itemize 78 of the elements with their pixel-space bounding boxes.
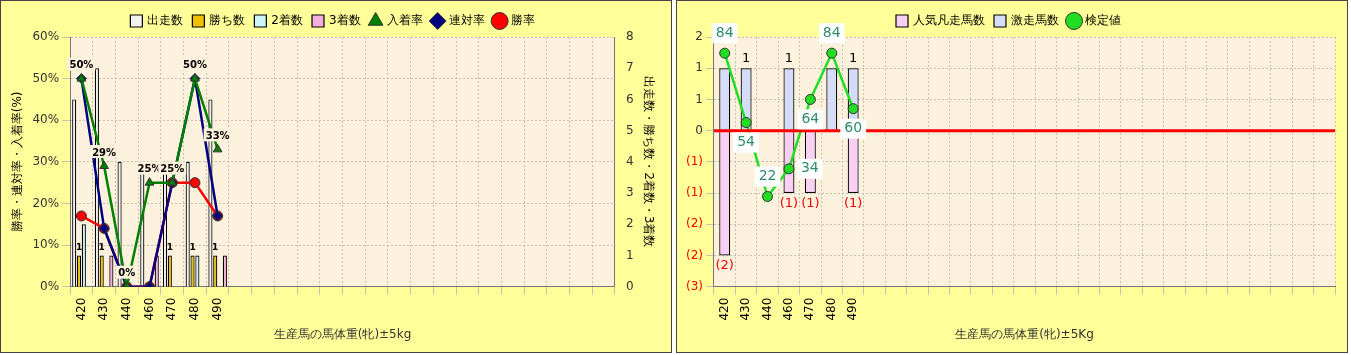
x-tick-label: 420 (73, 297, 88, 321)
x-tick-label: 440 (118, 297, 133, 321)
legend-label: 勝率 (510, 13, 535, 28)
y-tick-label: 50% (32, 70, 60, 85)
data-label: 1 (741, 50, 751, 66)
y-tick-label: (1) (686, 185, 703, 200)
data-label: 84 (822, 23, 841, 40)
y-tick-label: 30% (32, 153, 60, 168)
y2-tick-label: 8 (625, 29, 634, 44)
y2-tick-label: 1 (625, 247, 634, 262)
data-label: (1) (843, 194, 863, 210)
y-tick-label: 0% (40, 278, 60, 293)
data-label: 1 (75, 242, 83, 253)
data-label: 1 (189, 242, 196, 253)
y2-tick-label: 5 (625, 122, 634, 137)
x-tick-label: 490 (209, 297, 224, 321)
x-tick-label: 480 (187, 297, 202, 321)
data-label: (1) (779, 194, 799, 210)
x-tick-label: 470 (802, 297, 817, 321)
y-tick-label: 20% (32, 195, 60, 210)
data-label: 34 (800, 159, 819, 176)
y2-tick-label: 4 (625, 153, 634, 168)
data-label: 1 (166, 242, 173, 253)
data-label: 1 (784, 50, 794, 66)
data-label: 0% (118, 267, 136, 279)
data-label: 29% (92, 146, 117, 158)
y-tick-label: 2 (695, 29, 703, 44)
data-label: 84 (715, 23, 734, 40)
y-tick-label: (2) (686, 247, 703, 262)
y-axis-title: 勝率・連対率・入着率(%) (10, 91, 25, 233)
legend-label: 3着数 (329, 13, 361, 28)
legend-label: 人気凡走馬数 (913, 13, 985, 28)
data-label: (2) (715, 257, 734, 273)
data-label: 1 (98, 242, 105, 253)
y-tick-label: 60% (32, 29, 60, 44)
x-tick-label: 460 (781, 297, 796, 321)
legend-label: 勝ち数 (209, 13, 246, 28)
x-tick-label: 460 (141, 297, 156, 321)
y-tick-label: 1 (695, 91, 703, 106)
y-tick-label: (2) (686, 216, 703, 231)
data-label: 22 (758, 167, 777, 184)
y2-tick-label: 6 (625, 91, 634, 106)
data-label: 50% (182, 59, 207, 71)
x-tick-label: 430 (738, 297, 753, 321)
legend-label: 激走馬数 (1011, 13, 1059, 28)
data-label: 33% (205, 129, 230, 141)
data-label: 60 (844, 119, 863, 136)
data-label: 1 (849, 50, 858, 66)
y-tick-label: 1 (695, 60, 703, 75)
data-label: 54 (737, 133, 756, 150)
x-axis-title: 生産馬の馬体重(牝)±5kg (273, 326, 412, 341)
y-tick-label: 0 (695, 122, 703, 137)
legend-label: 出走数 (147, 13, 184, 28)
data-label: 50% (69, 59, 94, 71)
data-label: (1) (801, 194, 820, 210)
y2-tick-label: 2 (625, 216, 634, 231)
x-tick-label: 430 (96, 297, 111, 321)
y-tick-label: 40% (32, 112, 60, 127)
y-tick-label: 10% (32, 237, 60, 252)
y2-tick-label: 3 (625, 185, 634, 200)
legend-label: 連対率 (448, 13, 485, 28)
x-tick-label: 480 (823, 297, 838, 321)
data-label: 25% (160, 163, 185, 175)
y2-tick-label: 0 (625, 278, 634, 293)
data-label: 1 (212, 242, 219, 253)
y2-axis-title: 出走数・勝ち数・2着数・3着数 (641, 76, 656, 248)
x-tick-label: 470 (164, 297, 179, 321)
legend-label: 検定値 (1085, 13, 1121, 28)
y-tick-label: (1) (686, 153, 703, 168)
data-label: 64 (801, 110, 820, 127)
y2-tick-label: 7 (625, 60, 634, 75)
x-tick-label: 420 (716, 297, 731, 321)
x-axis-title: 生産馬の馬体重(牝)±5Kg (955, 326, 1094, 341)
legend-label: 入着率 (386, 13, 423, 28)
x-tick-label: 490 (845, 297, 860, 321)
y-tick-label: (3) (686, 278, 703, 293)
x-tick-label: 440 (759, 297, 774, 321)
legend-label: 2着数 (271, 13, 304, 28)
